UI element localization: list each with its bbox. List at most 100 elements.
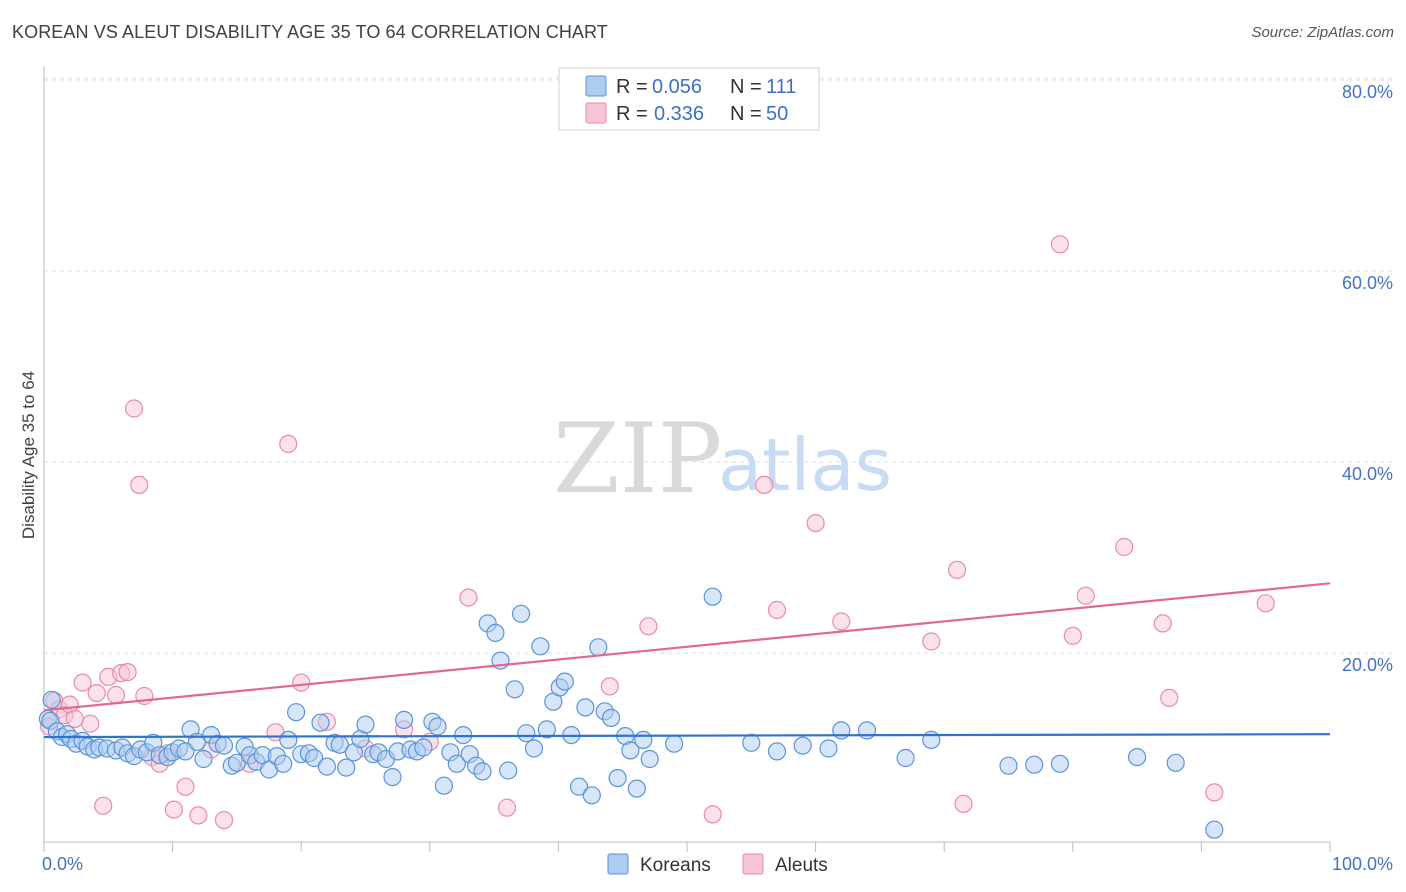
korean-point	[356, 715, 375, 734]
korean-point	[279, 730, 298, 750]
korean-n-value: 111	[766, 76, 796, 98]
watermark-zip: ZIP	[553, 403, 722, 515]
aleut-point	[176, 777, 195, 796]
korean-point	[434, 776, 453, 795]
korean-point	[664, 734, 684, 753]
aleut-point	[703, 805, 722, 824]
y-axis-label: Disability Age 35 to 64	[19, 371, 38, 539]
korean-point	[742, 733, 761, 752]
korean-point	[311, 713, 330, 732]
aleut-n-label: N =	[730, 103, 762, 125]
korean-swatch	[585, 75, 607, 97]
aleuts-legend-swatch	[742, 853, 764, 875]
aleut-swatch	[585, 102, 607, 124]
korean-point	[287, 703, 306, 722]
korean-trend-line	[43, 733, 1331, 739]
chart-source: Source: ZipAtlas.com	[1251, 24, 1394, 41]
aleut-point	[189, 806, 208, 825]
korean-point	[194, 749, 213, 769]
korean-points	[38, 587, 1224, 839]
korean-point	[337, 758, 356, 777]
aleut-point	[1050, 235, 1070, 254]
aleut-point	[459, 588, 478, 607]
x-tick-label: 0.0%	[42, 854, 83, 874]
aleut-point	[130, 475, 149, 494]
korean-point	[473, 762, 492, 781]
korean-point	[317, 757, 336, 776]
aleut-point	[81, 714, 100, 733]
korean-point	[576, 698, 595, 717]
korean-point	[305, 748, 324, 768]
aleut-n-value: 50	[766, 103, 788, 125]
aleut-point	[922, 632, 941, 651]
korean-point	[569, 777, 589, 796]
korean-point	[383, 767, 402, 787]
aleut-point	[73, 673, 92, 692]
korean-point	[274, 754, 293, 773]
korean-point	[601, 708, 621, 728]
korean-point	[214, 736, 234, 755]
aleut-point	[639, 617, 658, 636]
korean-point	[511, 604, 531, 623]
korean-point	[703, 587, 722, 606]
aleut-point	[124, 399, 144, 418]
aleut-point	[164, 800, 183, 819]
aleuts-legend-label: Aleuts	[775, 855, 828, 876]
korean-point	[499, 761, 518, 780]
korean-point	[486, 623, 505, 643]
koreans-legend-label: Koreans	[640, 855, 711, 876]
korean-point	[395, 710, 414, 730]
korean-point	[1166, 753, 1185, 772]
grid-lines	[44, 77, 1395, 654]
series-legend: Koreans Aleuts	[607, 853, 828, 876]
chart-title: KOREAN VS ALEUT DISABILITY AGE 35 TO 64 …	[12, 22, 608, 42]
korean-point	[555, 672, 574, 691]
aleut-point	[1115, 537, 1134, 557]
korean-point	[537, 720, 556, 739]
y-tick-label: 60.0%	[1342, 273, 1393, 293]
korean-point	[608, 768, 627, 788]
korean-point	[793, 736, 812, 755]
korean-point	[634, 730, 653, 750]
korean-point	[524, 739, 544, 758]
aleut-point	[1160, 688, 1179, 708]
korean-point	[1205, 820, 1224, 839]
korean-point	[621, 741, 640, 760]
korean-point	[517, 724, 536, 743]
korean-point	[1050, 754, 1070, 773]
korean-point	[627, 779, 646, 798]
korean-point	[999, 756, 1018, 775]
aleut-point	[106, 685, 126, 705]
korean-point	[428, 717, 447, 736]
korean-point	[582, 786, 601, 805]
koreans-legend-swatch	[607, 853, 629, 875]
aleut-point	[497, 798, 517, 817]
korean-r-label: R =	[616, 76, 648, 98]
aleut-point	[947, 560, 967, 580]
watermark-atlas: atlas	[718, 423, 892, 507]
aleut-r-value: 0.336	[654, 103, 704, 125]
aleut-point	[832, 612, 851, 631]
aleut-point	[954, 794, 973, 814]
trend-lines	[43, 582, 1331, 739]
korean-point	[640, 749, 659, 769]
korean-point	[819, 739, 838, 758]
tick-labels: 20.0% 40.0% 60.0% 80.0% 0.0% 100.0%	[42, 82, 1393, 874]
aleut-point	[292, 673, 311, 692]
aleut-point	[767, 600, 787, 620]
korean-n-label: N =	[730, 76, 762, 98]
y-tick-label: 80.0%	[1342, 82, 1393, 102]
aleut-point	[806, 513, 825, 533]
aleut-point	[755, 475, 774, 494]
aleut-point	[1153, 614, 1172, 633]
korean-point	[414, 738, 433, 757]
aleut-point	[600, 677, 619, 696]
aleut-point	[1063, 626, 1082, 645]
aleut-point	[65, 709, 85, 729]
aleut-point	[1076, 586, 1095, 605]
korean-point	[1127, 747, 1147, 767]
y-tick-label: 40.0%	[1342, 464, 1393, 484]
korean-point	[589, 638, 608, 657]
korean-point	[896, 748, 915, 768]
